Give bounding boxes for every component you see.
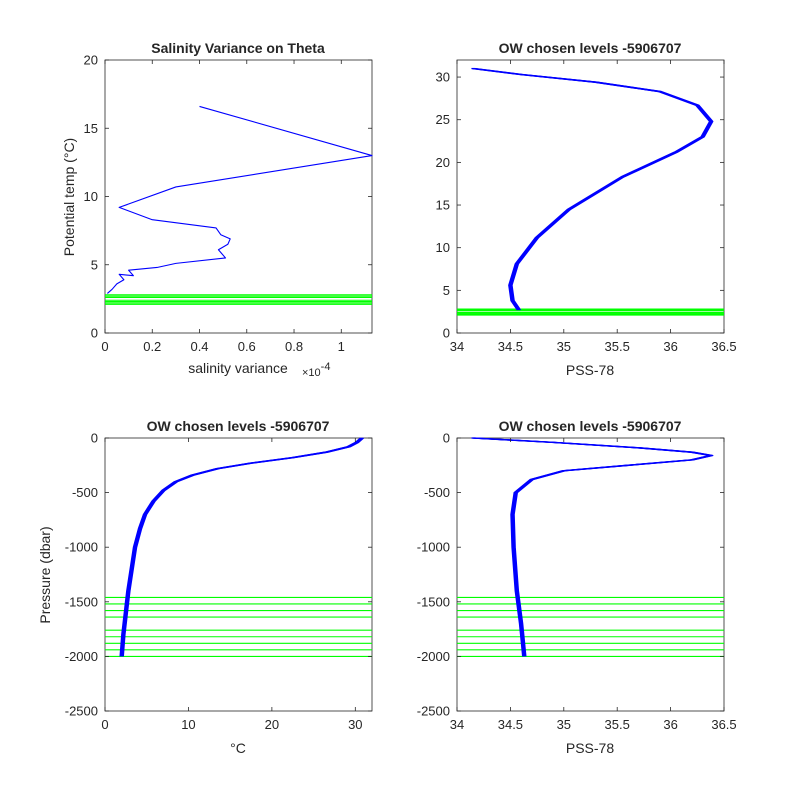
y-tick-label: -2500	[417, 704, 450, 719]
plot-area	[104, 59, 373, 334]
x-tick-label: 35	[557, 339, 571, 354]
y-axis-label: Pressure (dbar)	[37, 526, 53, 623]
x-tick-label: 35.5	[605, 717, 630, 732]
chart-title: OW chosen levels -5906707	[499, 418, 682, 434]
x-tick-label: 34.5	[498, 717, 523, 732]
x-tick-label: 0	[101, 717, 108, 732]
x-axis-label: PSS-78	[566, 740, 614, 756]
plot-area	[456, 437, 725, 712]
x-tick-label: 35.5	[605, 339, 630, 354]
x-tick-label: 0.6	[238, 339, 256, 354]
x-tick-label: 0.8	[285, 339, 303, 354]
y-tick-label: 5	[443, 283, 450, 298]
x-tick-label: 20	[265, 717, 279, 732]
x-tick-label: 10	[181, 717, 195, 732]
plot-marks: 34 34.5 35 35.5 36 36.5 -2500 -2000 -1500 -1000 -5…	[417, 431, 737, 733]
x-axis-exponent: ×10-4	[302, 361, 330, 379]
x-tick-label: 34	[450, 717, 464, 732]
y-tick-label: 20	[436, 155, 450, 170]
plot-marks: 34 34.5 35 35.5 36 36.5 0 5 10 15 20 25 30	[436, 60, 737, 354]
y-tick-label: 5	[91, 257, 98, 272]
panel-temperature-vs-pressure: 0 10 20 30 -2500 -2000 -1500 -1000 -500 0 OW chos…	[37, 418, 373, 756]
profile-line	[474, 437, 714, 657]
y-tick-label: 15	[84, 121, 98, 136]
x-tick-label: 34.5	[498, 339, 523, 354]
y-axis-label: Potential temp (°C)	[61, 138, 77, 256]
y-tick-label: -2000	[65, 649, 98, 664]
y-tick-label: -1500	[65, 594, 98, 609]
x-tick-label: 0.4	[190, 339, 208, 354]
x-tick-label: 36.5	[711, 717, 736, 732]
y-tick-label: -2500	[65, 704, 98, 719]
x-axis-label: PSS-78	[566, 362, 614, 378]
y-tick-label: -1500	[417, 594, 450, 609]
y-tick-label: 15	[436, 198, 450, 213]
y-tick-label: 0	[91, 431, 98, 446]
profile-line	[122, 437, 365, 657]
y-tick-label: 10	[84, 189, 98, 204]
x-axis-label: salinity variance	[188, 360, 288, 376]
panel-salinity-vs-pressure: 34 34.5 35 35.5 36 36.5 -2500 -2000 -1500 -1000 -5…	[417, 418, 737, 756]
x-axis-exponent-power: -4	[321, 361, 331, 373]
y-tick-label: -500	[424, 485, 450, 500]
y-tick-label: 0	[91, 326, 98, 341]
chart-title: OW chosen levels -5906707	[499, 40, 682, 56]
x-axis-exponent-base: ×10	[302, 367, 321, 379]
y-tick-label: -1000	[65, 540, 98, 555]
y-tick-label: -500	[72, 485, 98, 500]
y-tick-label: 0	[443, 326, 450, 341]
y-tick-label: 30	[436, 70, 450, 85]
y-tick-label: 20	[84, 53, 98, 68]
x-tick-label: 34	[450, 339, 464, 354]
y-tick-label: 10	[436, 240, 450, 255]
y-tick-label: 0	[443, 431, 450, 446]
x-tick-label: 30	[348, 717, 362, 732]
x-tick-label: 0	[101, 339, 108, 354]
x-axis-label: °C	[230, 740, 246, 756]
x-tick-label: 36.5	[711, 339, 736, 354]
panel-salinity-vs-theta: 34 34.5 35 35.5 36 36.5 0 5 10 15 20 25 30 OW chosen…	[436, 40, 737, 378]
x-tick-label: 1	[338, 339, 345, 354]
x-tick-label: 0.2	[143, 339, 161, 354]
plot-area	[104, 437, 373, 712]
y-tick-label: -2000	[417, 649, 450, 664]
plot-marks: 0 10 20 30 -2500 -2000 -1500 -1000 -500 0	[65, 431, 372, 732]
y-tick-label: 25	[436, 112, 450, 127]
x-tick-label: 36	[663, 717, 677, 732]
x-tick-label: 35	[557, 717, 571, 732]
profile-line	[106, 105, 373, 294]
profile-line	[474, 67, 714, 311]
y-tick-label: -1000	[417, 540, 450, 555]
x-tick-label: 36	[663, 339, 677, 354]
chart-title: OW chosen levels -5906707	[147, 418, 330, 434]
chart-title: Salinity Variance on Theta	[151, 40, 325, 56]
